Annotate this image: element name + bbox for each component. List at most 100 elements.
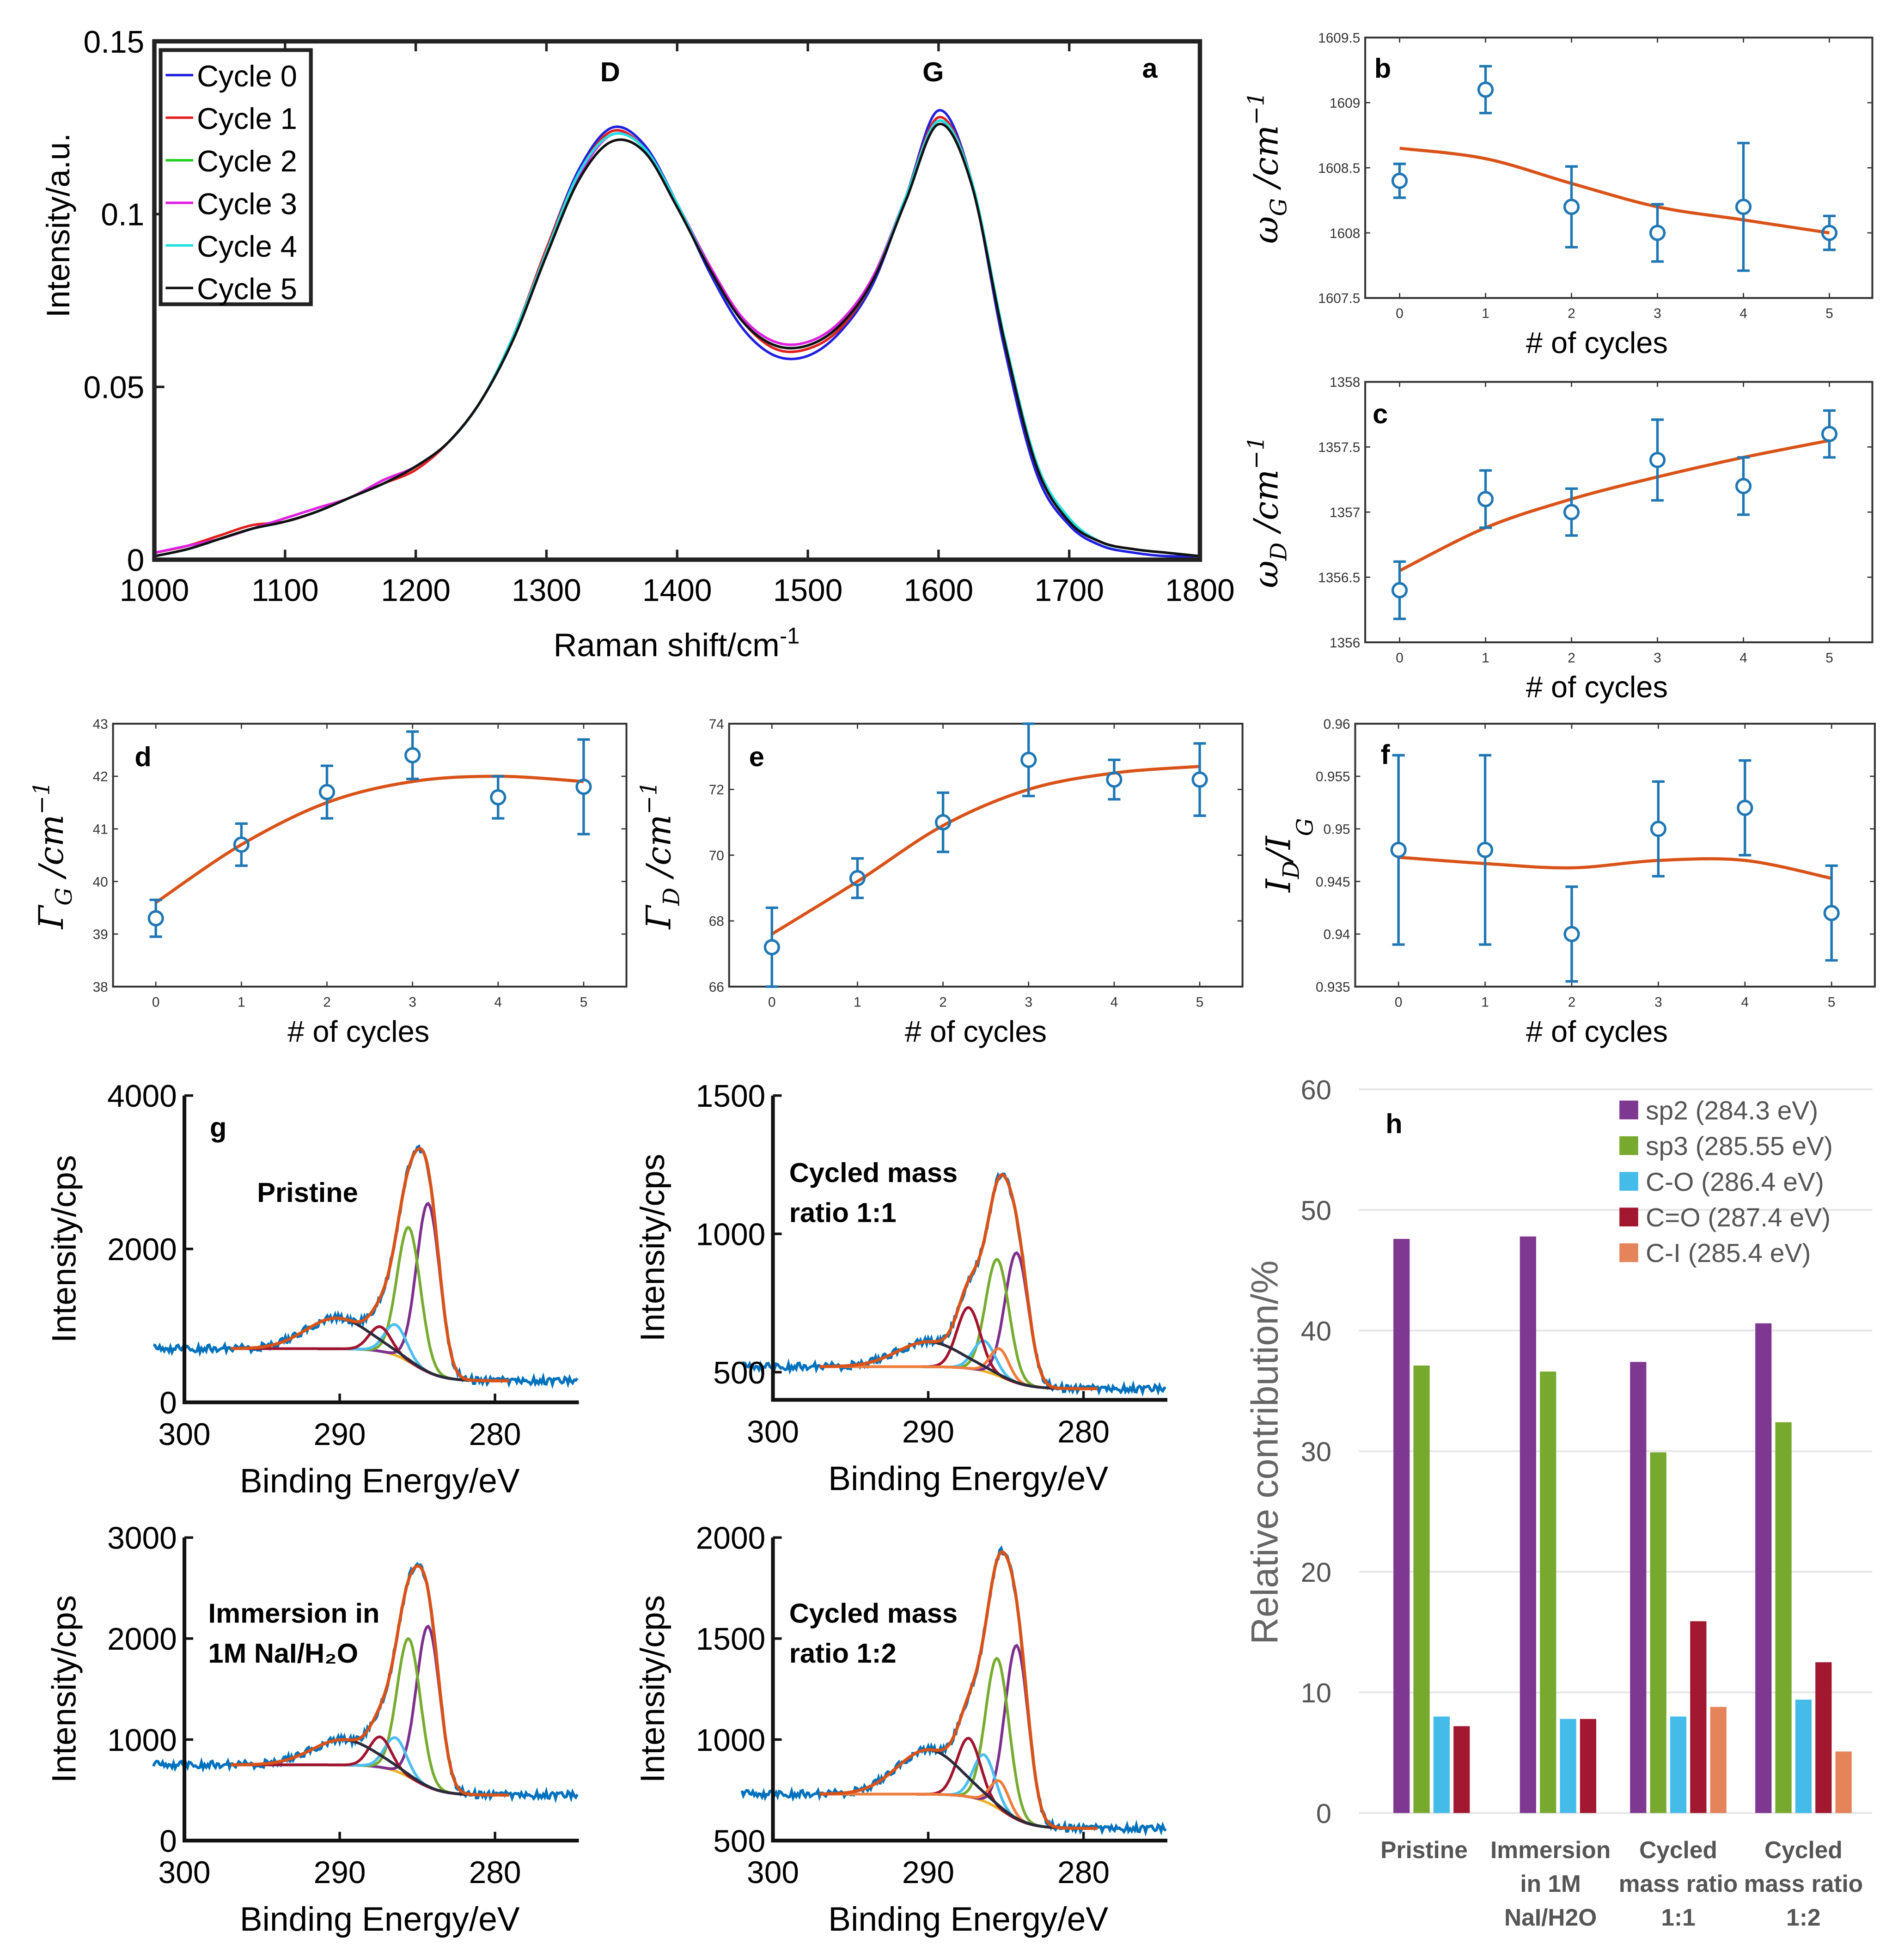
- y-tick-label: 1356: [1330, 635, 1360, 651]
- y-tick-label: 0.15: [84, 25, 145, 60]
- x-tick-label: 2: [1568, 994, 1576, 1010]
- y-axis-label: Intensity/a.u.: [40, 133, 76, 317]
- x-tick-label: 5: [1825, 650, 1833, 665]
- x-tick-label: 300: [159, 1417, 211, 1452]
- bar-sp2-1: [1520, 1236, 1536, 1813]
- panel-g-3: 300 290 280 0 1000 2000 3000 Binding Energy/eV I…: [45, 1521, 579, 1938]
- category-label: Immersion: [1490, 1836, 1611, 1863]
- y-axis-label-ylabel-sub: G: [51, 888, 77, 906]
- bar-sp2-0: [1393, 1238, 1410, 1813]
- y-tick-label: 500: [713, 1356, 765, 1390]
- bar-c=o-2: [1690, 1621, 1707, 1813]
- x-tick-label: 5: [1196, 994, 1204, 1010]
- legend-label: C-I (285.4 eV): [1646, 1238, 1811, 1268]
- x-tick-label: 5: [580, 994, 588, 1010]
- y-tick-label: 0: [159, 1386, 177, 1421]
- x-tick-label: 1800: [1165, 573, 1235, 608]
- error-bar: [1823, 409, 1836, 459]
- error-bar: [577, 738, 590, 835]
- x-axis-label: # of cycles: [1526, 1014, 1668, 1048]
- y-tick-label: 1356.5: [1318, 570, 1360, 585]
- bar-sp2-3: [1755, 1323, 1772, 1813]
- x-tick-label: 1600: [904, 573, 974, 608]
- x-tick-label: 1500: [773, 573, 843, 608]
- data-point: [575, 779, 592, 795]
- axes: [182, 1095, 579, 1404]
- error-bar: [937, 791, 950, 854]
- data-point: [1737, 799, 1753, 816]
- legend-swatch: [1619, 1243, 1638, 1262]
- y-tick-label: 4000: [107, 1079, 177, 1114]
- error-bar: [1193, 742, 1206, 817]
- legend-label: sp3 (285.55 eV): [1646, 1132, 1833, 1161]
- y-tick-label: 66: [709, 980, 724, 995]
- legend-label: Cycle 3: [197, 187, 297, 220]
- data-point: [1735, 478, 1752, 494]
- bar-c-o-1: [1560, 1719, 1576, 1813]
- data-point: [1563, 504, 1580, 520]
- x-axis-label: # of cycles: [905, 1014, 1047, 1048]
- data-point: [318, 784, 336, 800]
- error-bar: [1739, 759, 1751, 857]
- y-tick-label: 1357.5: [1318, 440, 1360, 455]
- x-tick-label: 0: [1396, 306, 1404, 321]
- y-tick-label: 1608: [1330, 226, 1360, 241]
- x-tick-label: 1: [1482, 650, 1489, 665]
- bar-c-o-3: [1795, 1700, 1812, 1813]
- x-tick-label: 280: [1057, 1855, 1110, 1890]
- x-axis-label: Binding Energy/eV: [240, 1900, 520, 1938]
- bar-c-o-2: [1670, 1716, 1687, 1813]
- panel-g-4: 300 290 280 500 1000 1500 2000 Binding Energy/e…: [634, 1521, 1168, 1938]
- y-tick-label: 39: [93, 927, 108, 942]
- y-axis-label-ylabel: ω: [1246, 561, 1286, 588]
- y-tick-label: 40: [93, 874, 108, 890]
- component-sp2: [819, 1644, 1098, 1830]
- y-axis-label: ωG /cm−1: [1243, 92, 1292, 244]
- background-curve: [231, 1763, 509, 1797]
- y-tick-label: 1500: [696, 1622, 766, 1657]
- y-axis-label: Intensity/cps: [634, 1154, 671, 1342]
- x-tick-label: 0: [768, 994, 776, 1010]
- error-bar: [1737, 141, 1750, 272]
- y-tick-label: 500: [713, 1824, 765, 1859]
- x-tick-label: 1000: [120, 573, 189, 608]
- legend-swatch: [1619, 1172, 1638, 1191]
- plot-frame: [112, 723, 628, 988]
- y-tick-label: 10: [1301, 1677, 1331, 1708]
- y-tick-label: 3000: [107, 1521, 177, 1556]
- y-tick-label: 0: [1316, 1798, 1331, 1829]
- y-tick-label: 1609: [1330, 96, 1360, 111]
- panel-f: 0 1 2 3 4 5 0.935 0.94 0.945 0.95 0.955 0.96 # of cy…: [1259, 717, 1876, 1048]
- x-tick-label: 1200: [381, 573, 451, 608]
- data-point: [1823, 905, 1840, 921]
- category-label: Cycled: [1764, 1836, 1843, 1863]
- y-tick-label: 70: [709, 848, 724, 863]
- error-bar: [1651, 203, 1664, 263]
- data-point: [934, 814, 952, 831]
- component-c-o: [819, 1753, 1098, 1830]
- y-axis-label-ylabel-sup: −1: [1243, 92, 1269, 125]
- y-tick-label: 0.1: [101, 198, 144, 232]
- x-axis-label-text: Raman shift/cm: [554, 627, 780, 663]
- error-bar: [320, 764, 334, 820]
- y-axis-label-ylabel-sup: −1: [1243, 436, 1269, 469]
- x-tick-label: 1100: [251, 573, 319, 608]
- category-label: 1:2: [1786, 1904, 1820, 1931]
- error-bar: [1393, 162, 1406, 199]
- y-axis-label-ylabel-sub: G: [1265, 198, 1292, 216]
- y-tick-label: 0.935: [1316, 980, 1350, 995]
- x-tick-label: 1: [854, 994, 861, 1010]
- panel-g-1: 300 290 280 0 2000 4000 Binding Energy/eV Inten…: [45, 1079, 579, 1500]
- bar-c-i-3: [1835, 1751, 1852, 1813]
- data-point: [1020, 751, 1037, 768]
- data-point: [404, 747, 421, 764]
- x-tick-label: 3: [1654, 306, 1661, 321]
- x-tick-label: 4: [1741, 994, 1749, 1010]
- y-tick-label: 60: [1301, 1074, 1331, 1105]
- x-tick-label: 300: [747, 1855, 799, 1890]
- peak-label-d: D: [600, 56, 620, 87]
- y-axis-label-ylabel: ω: [1246, 216, 1286, 244]
- y-tick-label: 2000: [107, 1232, 177, 1267]
- legend-box: [159, 48, 313, 306]
- data-point: [147, 910, 164, 927]
